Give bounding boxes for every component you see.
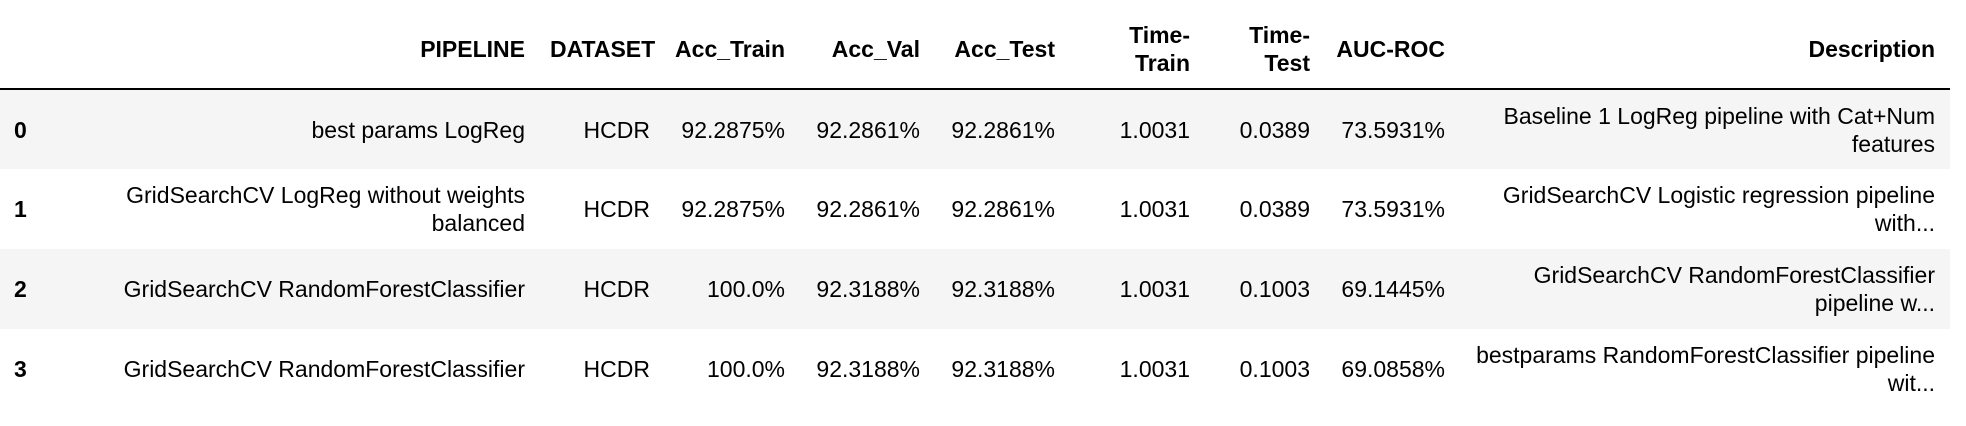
cell-acc-test: 92.2861% <box>951 116 1055 143</box>
cell-acc-val: 92.2861% <box>816 116 920 143</box>
cell-acc-val: 92.3188% <box>816 276 920 302</box>
results-dataframe: PIPELINE DATASET Acc_Train Acc_Val Acc_T… <box>0 10 1950 409</box>
table-row: 0 best params LogReg HCDR 92.2875% 92.28… <box>0 89 1950 169</box>
cell-pipeline: GridSearchCV RandomForestClassifier <box>123 276 525 302</box>
cell-pipeline: GridSearchCV RandomForestClassifier <box>123 356 525 382</box>
cell-acc-train: 92.2875% <box>681 196 785 222</box>
cell-acc-val: 92.2861% <box>816 196 920 222</box>
column-header-acc-train: Acc_Train <box>665 10 800 90</box>
cell-time-train: 1.0031 <box>1119 116 1190 143</box>
cell-description: GridSearchCV Logistic regression pipelin… <box>1502 182 1935 236</box>
cell-auc-roc: 73.5931% <box>1341 116 1445 143</box>
cell-time-test: 0.0389 <box>1239 196 1310 222</box>
cell-time-test: 0.0389 <box>1239 116 1310 143</box>
table-row: 3 GridSearchCV RandomForestClassifier HC… <box>0 329 1950 409</box>
cell-description: Baseline 1 LogReg pipeline with Cat+Num … <box>1503 102 1935 157</box>
index-header <box>0 10 75 90</box>
cell-acc-val: 92.3188% <box>816 356 920 382</box>
cell-time-test: 0.1003 <box>1239 356 1310 382</box>
cell-acc-train: 92.2875% <box>681 116 785 143</box>
column-header-dataset: DATASET <box>540 10 665 90</box>
cell-pipeline: GridSearchCV LogReg without weights bala… <box>126 182 525 236</box>
cell-time-train: 1.0031 <box>1119 196 1190 222</box>
row-index: 0 <box>14 116 27 143</box>
column-header-pipeline: PIPELINE <box>75 10 540 90</box>
row-index: 2 <box>14 276 27 302</box>
cell-auc-roc: 73.5931% <box>1341 196 1445 222</box>
cell-acc-train: 100.0% <box>706 276 785 302</box>
cell-time-test: 0.1003 <box>1239 276 1310 302</box>
cell-description: bestparams RandomForestClassifier pipeli… <box>1476 342 1935 396</box>
cell-dataset: HCDR <box>583 116 650 143</box>
cell-acc-train: 100.0% <box>706 356 785 382</box>
row-index: 3 <box>14 356 27 382</box>
column-header-description: Description <box>1460 10 1950 90</box>
cell-time-train: 1.0031 <box>1119 276 1190 302</box>
cell-dataset: HCDR <box>583 276 650 302</box>
row-index: 1 <box>14 196 27 222</box>
cell-description: GridSearchCV RandomForestClassifier pipe… <box>1533 262 1935 316</box>
header-row: PIPELINE DATASET Acc_Train Acc_Val Acc_T… <box>0 10 1950 90</box>
cell-time-train: 1.0031 <box>1119 356 1190 382</box>
column-header-acc-test: Acc_Test <box>935 10 1070 90</box>
cell-dataset: HCDR <box>583 196 650 222</box>
cell-auc-roc: 69.1445% <box>1341 276 1445 302</box>
cell-acc-test: 92.3188% <box>951 276 1055 302</box>
cell-dataset: HCDR <box>583 356 650 382</box>
cell-acc-test: 92.3188% <box>951 356 1055 382</box>
column-header-acc-val: Acc_Val <box>800 10 935 90</box>
cell-auc-roc: 69.0858% <box>1341 356 1445 382</box>
column-header-time-test: Time-Test <box>1205 10 1325 90</box>
table-row: 2 GridSearchCV RandomForestClassifier HC… <box>0 249 1950 329</box>
cell-acc-test: 92.2861% <box>951 196 1055 222</box>
cell-pipeline: best params LogReg <box>311 116 525 143</box>
table-row: 1 GridSearchCV LogReg without weights ba… <box>0 169 1950 249</box>
column-header-auc-roc: AUC-ROC <box>1325 10 1460 90</box>
column-header-time-train: Time-Train <box>1070 10 1205 90</box>
